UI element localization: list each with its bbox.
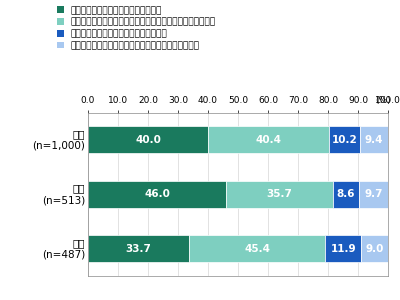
Bar — [360, 126, 388, 153]
Bar — [359, 181, 388, 208]
Text: 9.4: 9.4 — [365, 135, 383, 145]
Bar — [333, 181, 359, 208]
Text: 33.7: 33.7 — [126, 244, 152, 254]
Bar — [189, 235, 325, 262]
Bar — [361, 235, 388, 262]
Bar — [208, 126, 329, 153]
Text: 8.6: 8.6 — [337, 189, 355, 199]
Text: 11.9: 11.9 — [330, 244, 356, 254]
Bar — [88, 126, 208, 153]
Bar — [88, 235, 189, 262]
Legend: だいたいの候補者を含めて知っていた, 詳しくは知らないが、総裁選が実施されることは知っていた, 総裁選が実施されることは知らなかった, 総裁選がどういうものか知: だいたいの候補者を含めて知っていた, 詳しくは知らないが、総裁選が実施されること… — [56, 6, 216, 50]
Text: 9.0: 9.0 — [365, 244, 384, 254]
Bar — [226, 181, 333, 208]
Text: 40.4: 40.4 — [256, 135, 282, 145]
Text: 10.2: 10.2 — [332, 135, 357, 145]
Text: 45.4: 45.4 — [244, 244, 270, 254]
Text: 46.0: 46.0 — [144, 189, 170, 199]
Bar — [329, 126, 360, 153]
Text: 35.7: 35.7 — [267, 189, 292, 199]
Bar — [325, 235, 361, 262]
Text: 9.7: 9.7 — [364, 189, 383, 199]
Text: (%): (%) — [375, 96, 391, 105]
Bar — [88, 181, 226, 208]
Text: 40.0: 40.0 — [135, 135, 161, 145]
